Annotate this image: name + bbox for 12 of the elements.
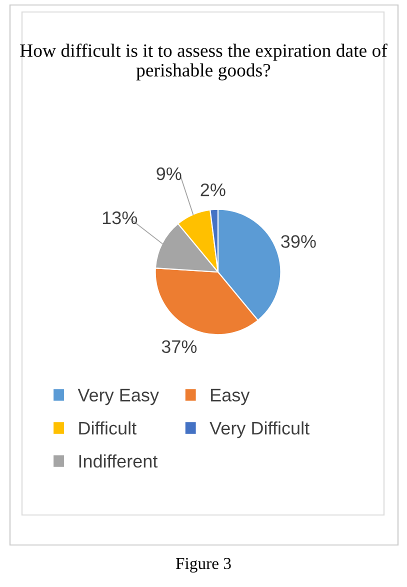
legend-label: Difficult	[79, 421, 136, 435]
data-label: 37%	[162, 340, 197, 354]
legend-label: Easy	[211, 388, 250, 406]
data-label: 13%	[102, 211, 138, 224]
legend-label: Very Easy	[78, 388, 159, 406]
data-label: 9%	[156, 167, 182, 180]
data-label: 39%	[281, 235, 316, 248]
chart-title: How difficult is it to assess the expiration date of perishable goods?	[20, 44, 388, 80]
legend-label: Very Difficult	[210, 421, 310, 438]
data-label: 2%	[200, 183, 226, 196]
legend-label: Indifferent	[79, 454, 158, 468]
caption: Figure 3	[176, 558, 231, 573]
